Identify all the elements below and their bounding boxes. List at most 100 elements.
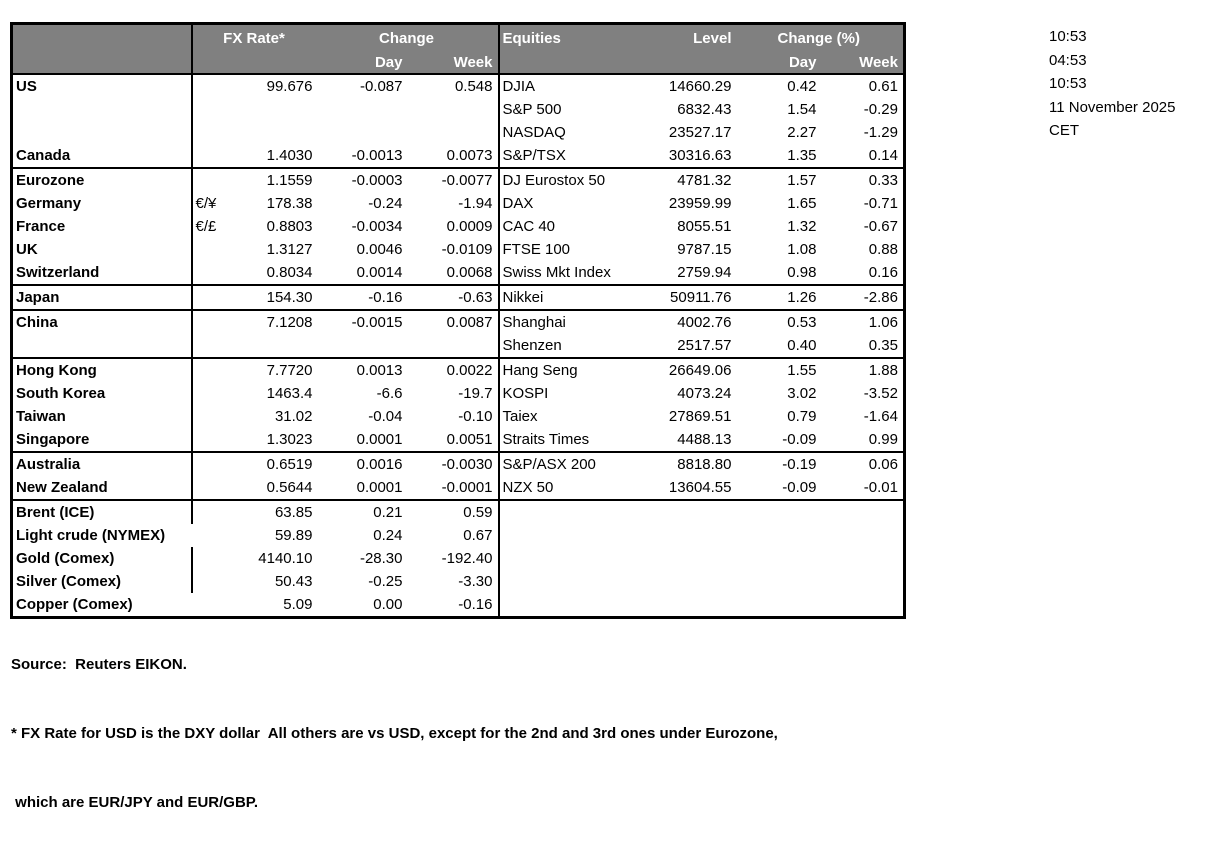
- equity-week-change-cell: 0.14: [868, 147, 898, 164]
- fx-pair-cell: [191, 357, 242, 382]
- header-fx-change: Change: [317, 23, 499, 51]
- equity-level-cell: 2759.94: [677, 264, 732, 281]
- equity-level-cell: 4073.24: [677, 385, 732, 402]
- equity-day-change-cell: -0.19: [736, 451, 822, 476]
- equity-name-cell: KOSPI: [497, 382, 642, 405]
- table-row: Silver (Comex) 50.43 -0.25 -3.30: [11, 570, 905, 593]
- equity-name-cell: DJ Eurostox 50: [497, 167, 642, 192]
- equity-level-cell: [642, 547, 737, 570]
- equity-name-cell: DAX: [497, 192, 642, 215]
- table-row: Light crude (NYMEX) 59.89 0.24 0.67: [12, 524, 905, 547]
- equity-name-cell: Shenzen: [497, 334, 642, 358]
- fx-rate-cell: 63.85: [241, 499, 318, 524]
- footer-notes: Source: Reuters EIKON. * FX Rate for USD…: [11, 607, 778, 860]
- fx-pair-cell: [192, 476, 242, 500]
- fx-pair-cell: [192, 405, 242, 428]
- fx-rate-cell: 0.6519: [241, 451, 318, 476]
- table-row: Germany €/¥ 178.38 -0.24 -1.94 DAX 23959.99 1.6…: [11, 192, 905, 215]
- fx-pair-cell: €/£: [195, 218, 217, 235]
- fx-label-cell: [11, 334, 193, 358]
- header-eq-change-pct: Change (%): [736, 23, 905, 51]
- fx-label-cell: Brent (ICE): [11, 499, 193, 524]
- fx-rate-cell: 1.1559: [241, 167, 318, 192]
- timestamp-panel: 10:53 04:53 10:53 11 November 2025 CET: [1049, 25, 1175, 143]
- fx-pair-cell: [191, 167, 242, 192]
- fx-label-cell: US: [11, 74, 193, 98]
- table-row: US 99.676 -0.087 0.548 DJIA 14660.29 0.42 0.61: [11, 74, 905, 98]
- fx-pair-cell: €/¥: [195, 195, 217, 212]
- equity-level-cell: 27869.51: [668, 408, 732, 425]
- fx-label-cell: Switzerland: [11, 261, 193, 285]
- fx-pair-cell: [192, 238, 242, 261]
- equity-name-cell: [497, 570, 642, 593]
- fx-label-cell: Taiwan: [11, 405, 193, 428]
- fx-week-change-cell: 0.0022: [407, 357, 499, 382]
- fx-week-change-cell: 0.0068: [446, 264, 493, 281]
- fx-rate-cell: 99.676: [266, 78, 313, 95]
- fx-day-change-cell: 0.0001: [356, 479, 403, 496]
- header-blank: [241, 51, 318, 75]
- fx-label-cell: Australia: [11, 451, 193, 476]
- table-row: Canada 1.4030 -0.0013 0.0073 S&P/TSX 30316.63…: [11, 144, 905, 168]
- fx-rate-cell: 59.89: [274, 527, 313, 544]
- equity-day-change-cell: 0.79: [787, 408, 817, 425]
- equity-week-change-cell: 0.33: [821, 167, 905, 192]
- timestamp-line: 04:53: [1049, 51, 1087, 69]
- fx-day-change-cell: -0.24: [368, 195, 403, 212]
- equity-level-cell: [641, 499, 737, 524]
- table-row: France €/£ 0.8803 -0.0034 0.0009 CAC 40 8055.5…: [11, 215, 905, 238]
- equity-name-cell: DJIA: [497, 74, 642, 98]
- equity-name-cell: [497, 524, 642, 547]
- fx-equities-table: FX Rate* Change Equities Level Change (%…: [10, 22, 906, 619]
- fx-week-change-cell: -0.10: [458, 408, 493, 425]
- fx-day-change-cell: -0.04: [368, 408, 403, 425]
- equity-week-change-cell: 0.61: [868, 78, 898, 95]
- fx-day-change-cell: -0.087: [359, 78, 403, 95]
- header-fx-rate: FX Rate*: [191, 23, 318, 51]
- equity-level-cell: [642, 524, 737, 547]
- fx-pair-cell: [192, 334, 242, 358]
- equity-day-change-cell: 2.27: [787, 124, 817, 141]
- fx-rate-cell: 0.8803: [266, 218, 313, 235]
- timezone-line: CET: [1049, 122, 1079, 139]
- fx-rate-cell: 178.38: [266, 195, 313, 212]
- fx-day-change-cell: -0.16: [317, 284, 408, 310]
- header-blank: [11, 23, 193, 51]
- fx-pair-cell: [192, 144, 242, 168]
- fx-rate-cell: [242, 98, 318, 121]
- equity-day-change-cell: 1.26: [736, 284, 822, 310]
- equity-day-change-cell: 0.98: [787, 264, 817, 281]
- fx-day-change-cell: [318, 121, 408, 144]
- equity-name-cell: S&P/TSX: [497, 144, 642, 168]
- fx-day-change-cell: 0.00: [373, 596, 403, 613]
- equity-week-change-cell: -1.64: [863, 408, 898, 425]
- equity-week-change-cell: -2.86: [821, 284, 905, 310]
- fx-pair-cell: [192, 428, 242, 452]
- fx-label-cell: Silver (Comex): [11, 570, 193, 593]
- fx-rate-cell: 5.09: [283, 596, 313, 613]
- equity-level-cell: 8055.51: [677, 218, 732, 235]
- equity-level-cell: 9787.15: [677, 241, 732, 258]
- fx-week-change-cell: -192.40: [441, 550, 493, 567]
- equity-week-change-cell: 0.06: [821, 451, 905, 476]
- table-row: NASDAQ 23527.17 2.27 -1.29: [11, 121, 905, 144]
- equity-name-cell: FTSE 100: [497, 238, 642, 261]
- fx-day-change-cell: 0.21: [317, 499, 408, 524]
- fx-day-change-cell: -0.0015: [317, 309, 408, 334]
- fx-label-cell: Light crude (NYMEX): [16, 527, 166, 544]
- equity-level-cell: 4781.32: [641, 167, 737, 192]
- fx-label-cell: China: [11, 309, 193, 334]
- table-row: China 7.1208 -0.0015 0.0087 Shanghai 4002.76 0…: [11, 309, 905, 334]
- fx-week-change-cell: -0.16: [458, 596, 493, 613]
- fx-rate-cell: 7.1208: [241, 309, 318, 334]
- fx-label-cell: Canada: [11, 144, 193, 168]
- date-line: 11 November 2025: [1049, 98, 1176, 116]
- equity-name-cell: [497, 547, 642, 570]
- equity-day-change-cell: 1.54: [787, 101, 817, 118]
- equity-day-change-cell: -0.09: [782, 431, 817, 448]
- equity-level-cell: 13604.55: [668, 479, 732, 496]
- fx-label-cell: Copper (Comex): [16, 596, 133, 613]
- equity-level-cell: 8818.80: [641, 451, 737, 476]
- table-row: Brent (ICE) 63.85 0.21 0.59: [11, 499, 905, 524]
- table-row: S&P 500 6832.43 1.54 -0.29: [11, 98, 905, 121]
